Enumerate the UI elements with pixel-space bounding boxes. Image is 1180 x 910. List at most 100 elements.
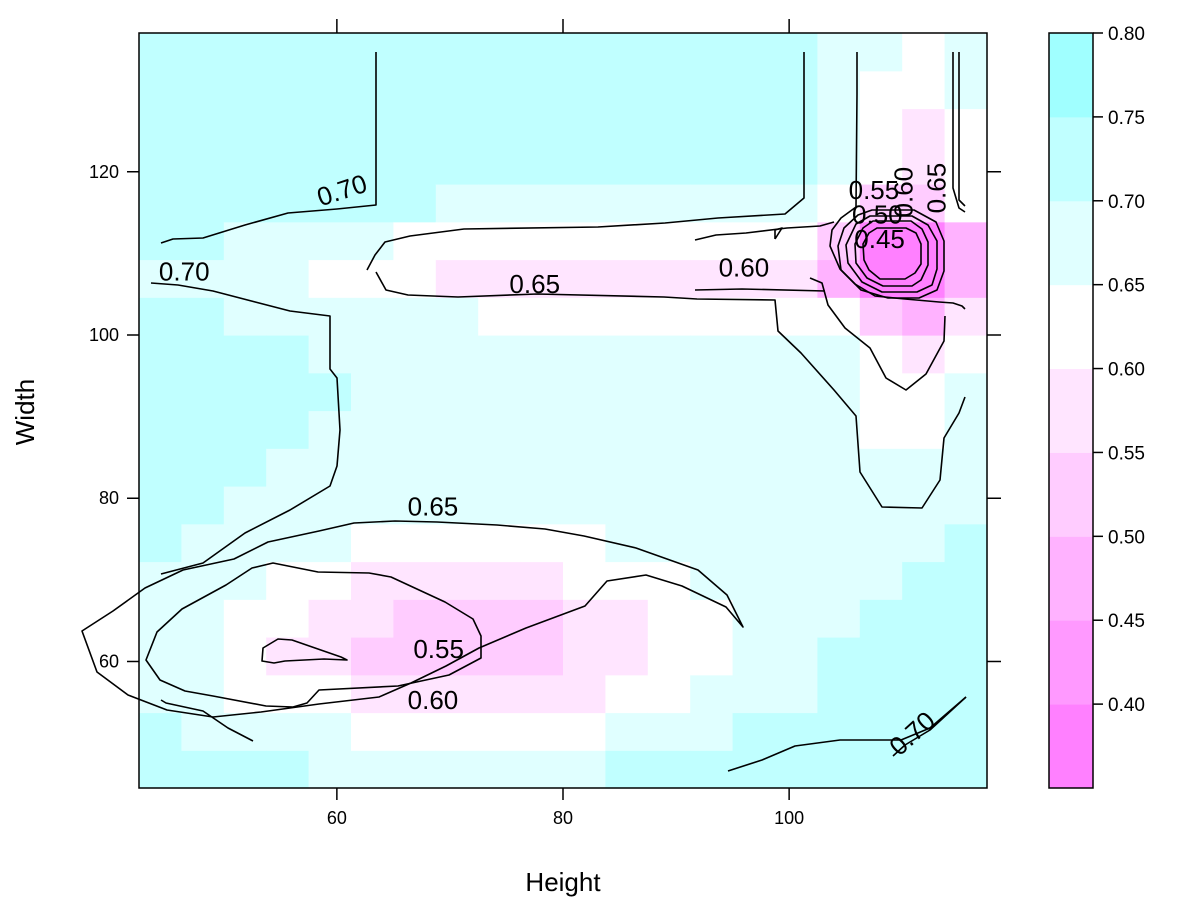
heatmap-cell <box>775 146 818 185</box>
heatmap-cell <box>563 372 606 412</box>
contour-line <box>366 52 805 271</box>
heatmap-cell <box>647 750 691 789</box>
heatmap-cell <box>775 372 818 412</box>
heatmap-cell <box>563 599 606 638</box>
heatmap-cell <box>944 486 988 525</box>
heatmap-cell <box>435 523 479 563</box>
heatmap-cell <box>520 108 564 147</box>
colorbar-swatch <box>1049 704 1093 789</box>
heatmap-cell <box>520 70 564 110</box>
contour-line <box>774 227 783 240</box>
heatmap-cell <box>351 410 394 449</box>
heatmap-cell <box>435 410 479 449</box>
heatmap-cell <box>690 70 734 110</box>
heatmap-cell <box>266 523 310 563</box>
heatmap-cell <box>902 637 946 676</box>
heatmap-cell <box>223 637 267 676</box>
contour-line <box>809 277 946 391</box>
heatmap-cell <box>223 561 267 600</box>
heatmap-cell <box>351 486 394 525</box>
heatmap-cell <box>139 637 182 676</box>
colorbar-swatch <box>1049 536 1093 621</box>
heatmap-cell <box>859 599 903 638</box>
heatmap-cell <box>647 221 691 261</box>
heatmap-cell <box>647 335 691 374</box>
heatmap-cell <box>944 561 988 600</box>
heatmap-cell <box>732 637 776 676</box>
heatmap-cell <box>393 108 437 147</box>
y-tick-label: 60 <box>99 651 119 671</box>
heatmap-cell <box>732 146 776 185</box>
heatmap-cell <box>732 750 776 789</box>
heatmap-cell <box>859 33 903 72</box>
heatmap-cell <box>181 184 225 223</box>
colorbar-frame <box>1048 32 1094 789</box>
contour-label: 0.45 <box>854 224 905 254</box>
heatmap-cell <box>308 561 352 600</box>
heatmap-cell <box>351 33 394 72</box>
heatmap-cell <box>223 33 267 72</box>
y-tick-label: 80 <box>99 488 119 508</box>
heatmap-cell <box>690 448 734 487</box>
heatmap-cell <box>605 486 649 525</box>
heatmap-cell <box>435 561 479 600</box>
x-axis-title: Height <box>525 867 601 897</box>
heatmap-cell <box>139 221 182 261</box>
heatmap-cell <box>647 184 691 223</box>
heatmap-cell <box>902 33 946 72</box>
heatmap-cell <box>647 523 691 563</box>
contour-line <box>160 52 377 244</box>
heatmap-cell <box>266 335 310 374</box>
contour-label: 0.50 <box>852 200 903 230</box>
heatmap-cell <box>690 637 734 676</box>
heatmap-cell <box>139 372 182 412</box>
heatmap-cell <box>223 486 267 525</box>
heatmap-cell <box>181 523 225 563</box>
heatmap-cell <box>775 674 818 714</box>
colorbar-tick-label: 0.65 <box>1108 276 1145 297</box>
heatmap-cell <box>732 372 776 412</box>
heatmap-cell <box>139 410 182 449</box>
heatmap-cell <box>902 712 946 751</box>
colorbar-tick-label: 0.70 <box>1108 192 1145 213</box>
heatmap-cell <box>563 259 606 298</box>
colorbar-tick-label: 0.40 <box>1108 695 1145 716</box>
heatmap-cell <box>478 599 522 638</box>
contour-label: 0.70 <box>159 257 210 287</box>
heatmap-cell <box>478 750 522 789</box>
heatmap-cell <box>266 184 310 223</box>
contour-line <box>952 52 966 213</box>
heatmap-cell <box>563 184 606 223</box>
heatmap-cell <box>181 486 225 525</box>
heatmap-cell <box>732 221 776 261</box>
heatmap-cell <box>435 297 479 336</box>
heatmap-cell <box>605 712 649 751</box>
heatmap-cell <box>732 108 776 147</box>
heatmap-cell <box>308 146 352 185</box>
contour-label: 0.65 <box>408 492 459 522</box>
heatmap-cell <box>181 448 225 487</box>
heatmap-cell <box>266 599 310 638</box>
heatmap-cell <box>139 335 182 374</box>
heatmap-cell <box>732 297 776 336</box>
heatmap-cell <box>563 674 606 714</box>
heatmap-cell <box>944 372 988 412</box>
heatmap-cell <box>266 33 310 72</box>
heatmap-cell <box>308 750 352 789</box>
heatmap-cell <box>181 221 225 261</box>
axis-ticks <box>127 19 1001 800</box>
heatmap-cell <box>732 70 776 110</box>
heatmap-cell <box>605 146 649 185</box>
heatmap-cell <box>563 637 606 676</box>
colorbar-tick-label: 0.45 <box>1108 611 1145 632</box>
heatmap-cell <box>435 70 479 110</box>
heatmap-cell <box>563 410 606 449</box>
heatmap-cell <box>478 637 522 676</box>
heatmap-cell <box>478 486 522 525</box>
heatmap-cell <box>181 410 225 449</box>
contour-line <box>694 221 835 241</box>
heatmap-cell <box>605 108 649 147</box>
colorbar-swatch <box>1049 368 1093 453</box>
heatmap-cell <box>817 523 861 563</box>
heatmap-cell <box>393 70 437 110</box>
